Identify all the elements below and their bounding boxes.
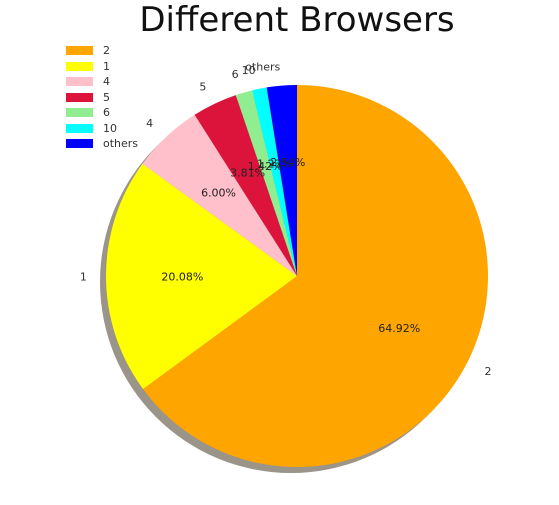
legend-label: 1	[103, 59, 110, 73]
legend-swatch	[66, 92, 93, 102]
legend-item: 1	[66, 59, 138, 75]
slice-category-label: 2	[484, 365, 491, 378]
legend-item: 4	[66, 74, 138, 90]
slice-percent-label: 3.81%	[230, 167, 265, 180]
legend-label: 10	[103, 121, 117, 135]
legend-label: 4	[103, 75, 110, 89]
slice-percent-label: 2.54%	[270, 156, 305, 169]
slice-category-label: 6	[232, 68, 239, 81]
chart-title: Different Browsers	[139, 0, 455, 40]
legend-swatch	[66, 123, 93, 133]
legend-label: 5	[103, 90, 110, 104]
slice-percent-label: 20.08%	[161, 270, 203, 283]
legend-label: 2	[103, 44, 110, 58]
slice-category-label: 4	[146, 117, 153, 130]
slice-category-label: 10	[242, 64, 256, 77]
legend: 2 1 4 5 6 10 others	[66, 43, 138, 152]
pie-slice	[143, 85, 489, 467]
pie-slice	[142, 114, 297, 276]
slice-percent-label: 64.92%	[378, 322, 420, 335]
legend-swatch	[66, 139, 93, 149]
pie-slice	[106, 163, 297, 390]
legend-swatch	[66, 108, 93, 118]
pie-slice	[252, 87, 297, 276]
legend-swatch	[66, 77, 93, 87]
slice-category-label: 5	[199, 80, 206, 93]
legend-item: 5	[66, 90, 138, 106]
pie-slice	[266, 85, 297, 276]
legend-label: 6	[103, 106, 110, 120]
slice-percent-label: 1.23%	[257, 158, 292, 171]
legend-label: others	[103, 137, 139, 151]
legend-item: 2	[66, 43, 138, 59]
pie-slice	[194, 95, 297, 277]
legend-item: 10	[66, 121, 138, 137]
slice-percent-label: 6.00%	[201, 186, 236, 199]
slice-category-label: others	[245, 61, 280, 74]
legend-item: 6	[66, 105, 138, 121]
slice-percent-label: 1.42%	[248, 160, 283, 173]
legend-item: others	[66, 136, 138, 152]
slice-category-label: 1	[80, 271, 87, 284]
legend-swatch	[66, 46, 93, 56]
legend-swatch	[66, 61, 93, 71]
pie-slice	[235, 90, 297, 276]
